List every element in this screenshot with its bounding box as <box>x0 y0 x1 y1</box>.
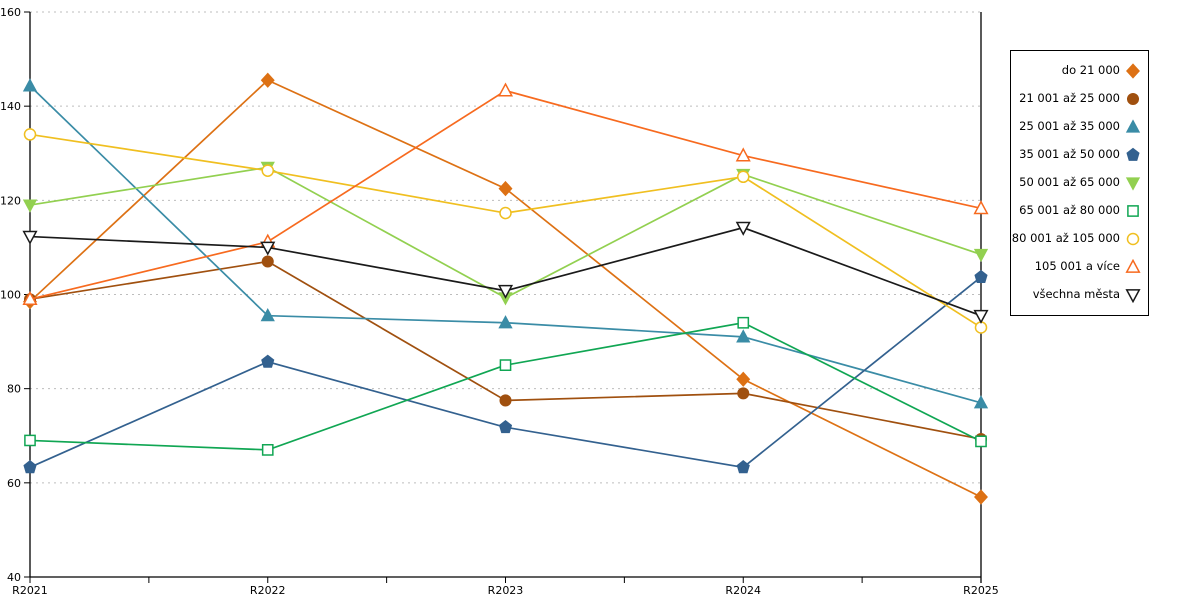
triangle-up-marker-icon <box>1125 119 1141 135</box>
legend-item: 35 001 až 50 000 <box>1011 141 1148 169</box>
y-tick-label: 120 <box>0 194 21 207</box>
circle-marker-icon <box>261 164 275 177</box>
triangle-down-open-marker-icon <box>1125 287 1141 303</box>
legend-label: 105 001 a více <box>1034 259 1120 274</box>
circle-marker-icon <box>736 170 750 184</box>
legend-label: 25 001 až 35 000 <box>1019 119 1120 134</box>
legend-item: do 21 000 <box>1011 57 1148 85</box>
triangle-up-marker-icon <box>22 291 38 306</box>
x-tick-label: R2025 <box>963 584 999 597</box>
triangle-up-marker-icon <box>498 315 513 329</box>
series-line <box>29 85 982 404</box>
triangle-down-marker-icon <box>497 284 514 299</box>
diamond-marker-icon <box>1126 63 1140 79</box>
series-21-001-až-25-000 <box>23 255 988 446</box>
square-marker-icon <box>1127 205 1139 217</box>
series-25-001-až-35-000 <box>22 78 989 409</box>
triangle-down-marker-icon <box>22 199 38 213</box>
legend-item: 25 001 až 35 000 <box>1011 113 1148 141</box>
series-35-001-až-50-000 <box>23 269 988 474</box>
pentagon-marker-icon <box>974 269 988 283</box>
legend-item: 65 001 až 80 000 <box>1011 197 1148 225</box>
circle-marker-icon <box>1126 92 1140 106</box>
pentagon-marker-icon <box>261 354 275 368</box>
legend-item: všechna města <box>1011 281 1148 309</box>
diamond-marker-icon <box>974 489 988 505</box>
triangle-down-marker-icon <box>1125 177 1141 191</box>
pentagon-marker-icon <box>23 460 37 474</box>
square-marker-icon <box>261 444 274 456</box>
legend-label: 65 001 až 80 000 <box>1019 203 1120 218</box>
triangle-up-marker-icon <box>973 395 989 409</box>
pentagon-marker-icon <box>1125 147 1141 163</box>
y-tick-label: 80 <box>7 383 21 396</box>
legend-label: 35 001 až 50 000 <box>1019 147 1120 162</box>
x-tick-label: R2024 <box>725 584 761 597</box>
square-marker-icon <box>737 316 750 329</box>
pentagon-marker-icon <box>498 420 513 434</box>
square-open-marker-icon <box>1125 203 1141 219</box>
y-tick-label: 60 <box>7 477 21 490</box>
diamond-marker-icon <box>1125 63 1141 79</box>
legend-label: 50 001 až 65 000 <box>1019 175 1120 190</box>
triangle-down-marker-icon <box>973 248 989 263</box>
diamond-marker-icon <box>736 371 751 387</box>
triangle-up-marker-icon <box>497 82 514 97</box>
legend-item: 50 001 až 65 000 <box>1011 169 1148 197</box>
square-marker-icon <box>975 435 987 448</box>
series-všechna-města <box>22 221 989 324</box>
axes <box>24 11 982 583</box>
diamond-marker-icon <box>498 180 513 197</box>
triangle-down-marker-icon <box>22 230 38 245</box>
legend-label: 80 001 až 105 000 <box>1011 231 1120 246</box>
y-tick-label: 160 <box>0 6 21 19</box>
legend-item: 80 001 až 105 000 <box>1011 225 1148 253</box>
triangle-up-marker-icon <box>735 147 751 162</box>
triangle-up-marker-icon <box>1125 259 1141 273</box>
pentagon-marker-icon <box>1126 147 1140 161</box>
x-tick-label: R2023 <box>488 584 524 597</box>
legend-label: 21 001 až 25 000 <box>1019 91 1120 106</box>
legend-label: do 21 000 <box>1061 63 1120 78</box>
square-marker-icon <box>499 359 512 371</box>
triangle-up-marker-icon <box>1125 119 1141 133</box>
square-marker-icon <box>24 434 36 447</box>
axis-labels: 40 60 80 100 120 140 160 R2021 R2022 R2023 R2024 R2… <box>0 6 999 597</box>
circle-marker-icon <box>737 387 750 400</box>
circle-marker-icon <box>1125 91 1141 107</box>
y-tick-label: 140 <box>0 100 21 113</box>
triangle-down-marker-icon <box>1125 175 1141 191</box>
triangle-down-marker-icon <box>973 309 989 324</box>
pentagon-marker-icon <box>736 460 750 474</box>
diamond-marker-icon <box>260 72 275 88</box>
triangle-up-marker-icon <box>260 308 275 322</box>
circle-marker-icon <box>499 206 512 220</box>
data-series <box>22 72 989 505</box>
y-tick-label: 40 <box>7 571 21 584</box>
legend: do 21 000 21 001 až 25 000 25 001 až 35 … <box>1010 50 1149 316</box>
triangle-up-marker-icon <box>973 200 989 215</box>
circle-marker-icon <box>1126 232 1140 246</box>
legend-item: 105 001 a více <box>1011 253 1148 281</box>
triangle-down-marker-icon <box>260 241 276 256</box>
circle-marker-icon <box>261 255 274 268</box>
series-80-001-až-105-000 <box>23 128 988 334</box>
circle-open-marker-icon <box>1125 231 1141 247</box>
series-65-001-až-80-000 <box>24 316 987 456</box>
triangle-down-marker-icon <box>735 221 751 236</box>
x-tick-label: R2022 <box>250 584 286 597</box>
series-line <box>29 276 982 469</box>
triangle-up-marker-icon <box>22 78 38 92</box>
triangle-up-open-marker-icon <box>1125 259 1141 275</box>
y-tick-label: 100 <box>0 289 21 302</box>
triangle-up-marker-icon <box>736 329 751 343</box>
legend-label: všechna města <box>1032 287 1120 302</box>
legend-item: 21 001 až 25 000 <box>1011 85 1148 113</box>
triangle-down-marker-icon <box>1125 289 1141 303</box>
circle-marker-icon <box>23 128 37 141</box>
circle-marker-icon <box>499 394 512 407</box>
x-tick-label: R2021 <box>12 584 48 597</box>
